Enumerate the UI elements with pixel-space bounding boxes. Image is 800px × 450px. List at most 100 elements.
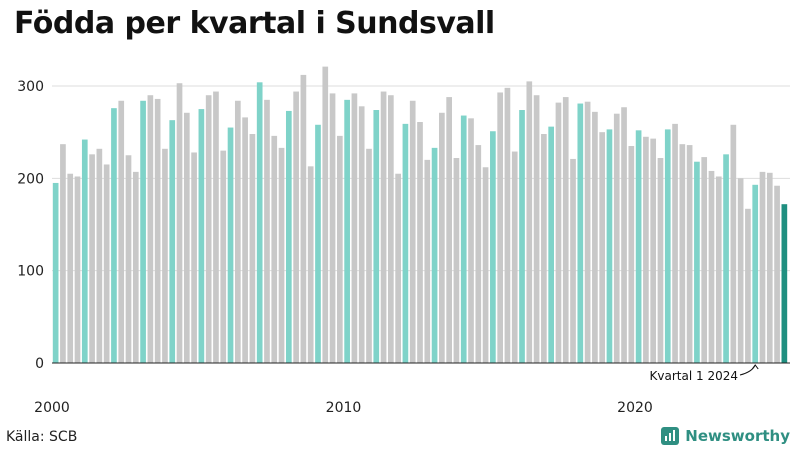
bar-2004-q4 xyxy=(191,152,197,363)
bar-2003-q3 xyxy=(154,98,161,364)
bar-2025-q1 xyxy=(781,204,788,363)
bar-2023-q4 xyxy=(745,208,751,363)
bar-2003-q1 xyxy=(140,100,146,364)
bar-2015-q4 xyxy=(511,151,518,363)
bar-2014-q1 xyxy=(460,115,467,363)
bar-2009-q3 xyxy=(329,93,336,363)
bar-2003-q4 xyxy=(162,148,168,363)
source-label: Källa: SCB xyxy=(6,429,78,445)
bar-2012-q4 xyxy=(424,159,431,363)
bar-2016-q3 xyxy=(533,95,540,363)
bar-2004-q2 xyxy=(176,83,183,363)
x-tick-labels: 2000 2010 2020 xyxy=(34,400,653,416)
annotation-label: Kvartal 1 2024 xyxy=(650,369,738,383)
bar-2002-q3 xyxy=(125,155,132,363)
bar-2019-q3 xyxy=(621,107,627,364)
bar-2001-q3 xyxy=(96,148,103,363)
bar-2021-q1 xyxy=(664,129,671,363)
bar-2023-q1 xyxy=(723,154,729,363)
bar-2004-q1 xyxy=(169,120,176,363)
bar-2015-q3 xyxy=(504,87,511,363)
bar-2005-q4 xyxy=(220,150,227,363)
bar-2009-q1 xyxy=(315,124,321,363)
newsworthy-logo-icon xyxy=(661,427,680,445)
bar-2017-q4 xyxy=(570,158,576,363)
bar-2007-q1 xyxy=(256,82,263,363)
bar-2014-q2 xyxy=(468,118,474,363)
bar-2015-q1 xyxy=(490,131,496,363)
bar-2001-q4 xyxy=(103,164,110,363)
bar-2015-q2 xyxy=(497,92,503,364)
bar-2016-q4 xyxy=(541,134,547,363)
bar-2002-q4 xyxy=(132,171,139,363)
bar-2022-q4 xyxy=(715,176,722,363)
y-tick-labels: 0 100 200 300 xyxy=(17,79,44,372)
bar-2011-q2 xyxy=(380,91,387,363)
bar-2006-q4 xyxy=(249,134,256,363)
bar-2012-q1 xyxy=(402,123,409,363)
bar-2001-q2 xyxy=(89,154,95,363)
bar-2002-q1 xyxy=(111,108,117,363)
bar-2013-q4 xyxy=(453,158,460,363)
bar-2006-q1 xyxy=(227,127,234,363)
bar-2009-q4 xyxy=(337,135,343,363)
bar-2024-q4 xyxy=(774,185,780,363)
bar-2017-q3 xyxy=(562,97,569,363)
bar-2019-q1 xyxy=(606,129,613,363)
bar-2022-q2 xyxy=(701,157,708,363)
x-tick-2010: 2010 xyxy=(326,400,362,416)
bars xyxy=(52,66,788,364)
bar-2020-q3 xyxy=(650,138,657,363)
bar-2008-q4 xyxy=(307,166,314,363)
bar-2000-q3 xyxy=(67,173,74,363)
bar-2013-q3 xyxy=(446,97,452,363)
bar-2014-q4 xyxy=(482,167,489,363)
bar-2010-q4 xyxy=(366,148,372,363)
bar-2002-q2 xyxy=(118,100,125,364)
bar-2016-q1 xyxy=(519,110,525,363)
bar-2024-q3 xyxy=(766,172,773,363)
bar-2022-q1 xyxy=(694,161,700,363)
y-tick-0: 0 xyxy=(35,356,44,372)
bar-2011-q3 xyxy=(388,95,394,363)
bar-2006-q3 xyxy=(242,117,248,363)
bar-2005-q2 xyxy=(205,95,212,363)
bar-2020-q2 xyxy=(643,136,649,363)
brand-name: Newsworthy xyxy=(685,427,790,445)
bar-2017-q2 xyxy=(555,102,562,364)
bar-2024-q2 xyxy=(759,171,766,363)
bar-2007-q4 xyxy=(278,147,285,363)
bar-2006-q2 xyxy=(234,100,241,364)
bar-2014-q3 xyxy=(475,145,482,363)
bar-2003-q2 xyxy=(147,95,154,363)
x-tick-2020: 2020 xyxy=(617,400,653,416)
bar-2009-q2 xyxy=(322,66,329,364)
bar-2004-q3 xyxy=(183,112,190,363)
y-tick-100: 100 xyxy=(17,264,44,280)
latest-annotation: Kvartal 1 2024 xyxy=(650,364,759,383)
y-tick-300: 300 xyxy=(17,79,44,95)
bar-2007-q2 xyxy=(264,99,270,363)
bar-2021-q4 xyxy=(686,145,693,363)
bar-2013-q1 xyxy=(431,147,438,363)
chart-title: Födda per kvartal i Sundsvall xyxy=(14,6,495,41)
bar-2005-q1 xyxy=(198,109,205,363)
bar-2018-q2 xyxy=(584,101,591,363)
bar-2010-q1 xyxy=(344,99,350,363)
y-tick-200: 200 xyxy=(17,171,44,187)
annotation-arrow xyxy=(739,364,759,376)
bar-2000-q1 xyxy=(52,182,59,363)
bar-2012-q3 xyxy=(417,122,423,363)
bar-2008-q1 xyxy=(285,110,292,364)
bar-2022-q3 xyxy=(708,170,715,363)
bar-2019-q2 xyxy=(613,113,620,363)
bar-2000-q2 xyxy=(60,144,66,363)
bar-2018-q3 xyxy=(592,111,598,363)
bar-2018-q1 xyxy=(577,103,584,363)
bar-2008-q2 xyxy=(293,91,299,363)
bar-2019-q4 xyxy=(628,146,635,363)
bar-2000-q4 xyxy=(74,176,81,363)
bar-2020-q1 xyxy=(635,130,642,363)
bar-2018-q4 xyxy=(599,132,606,363)
